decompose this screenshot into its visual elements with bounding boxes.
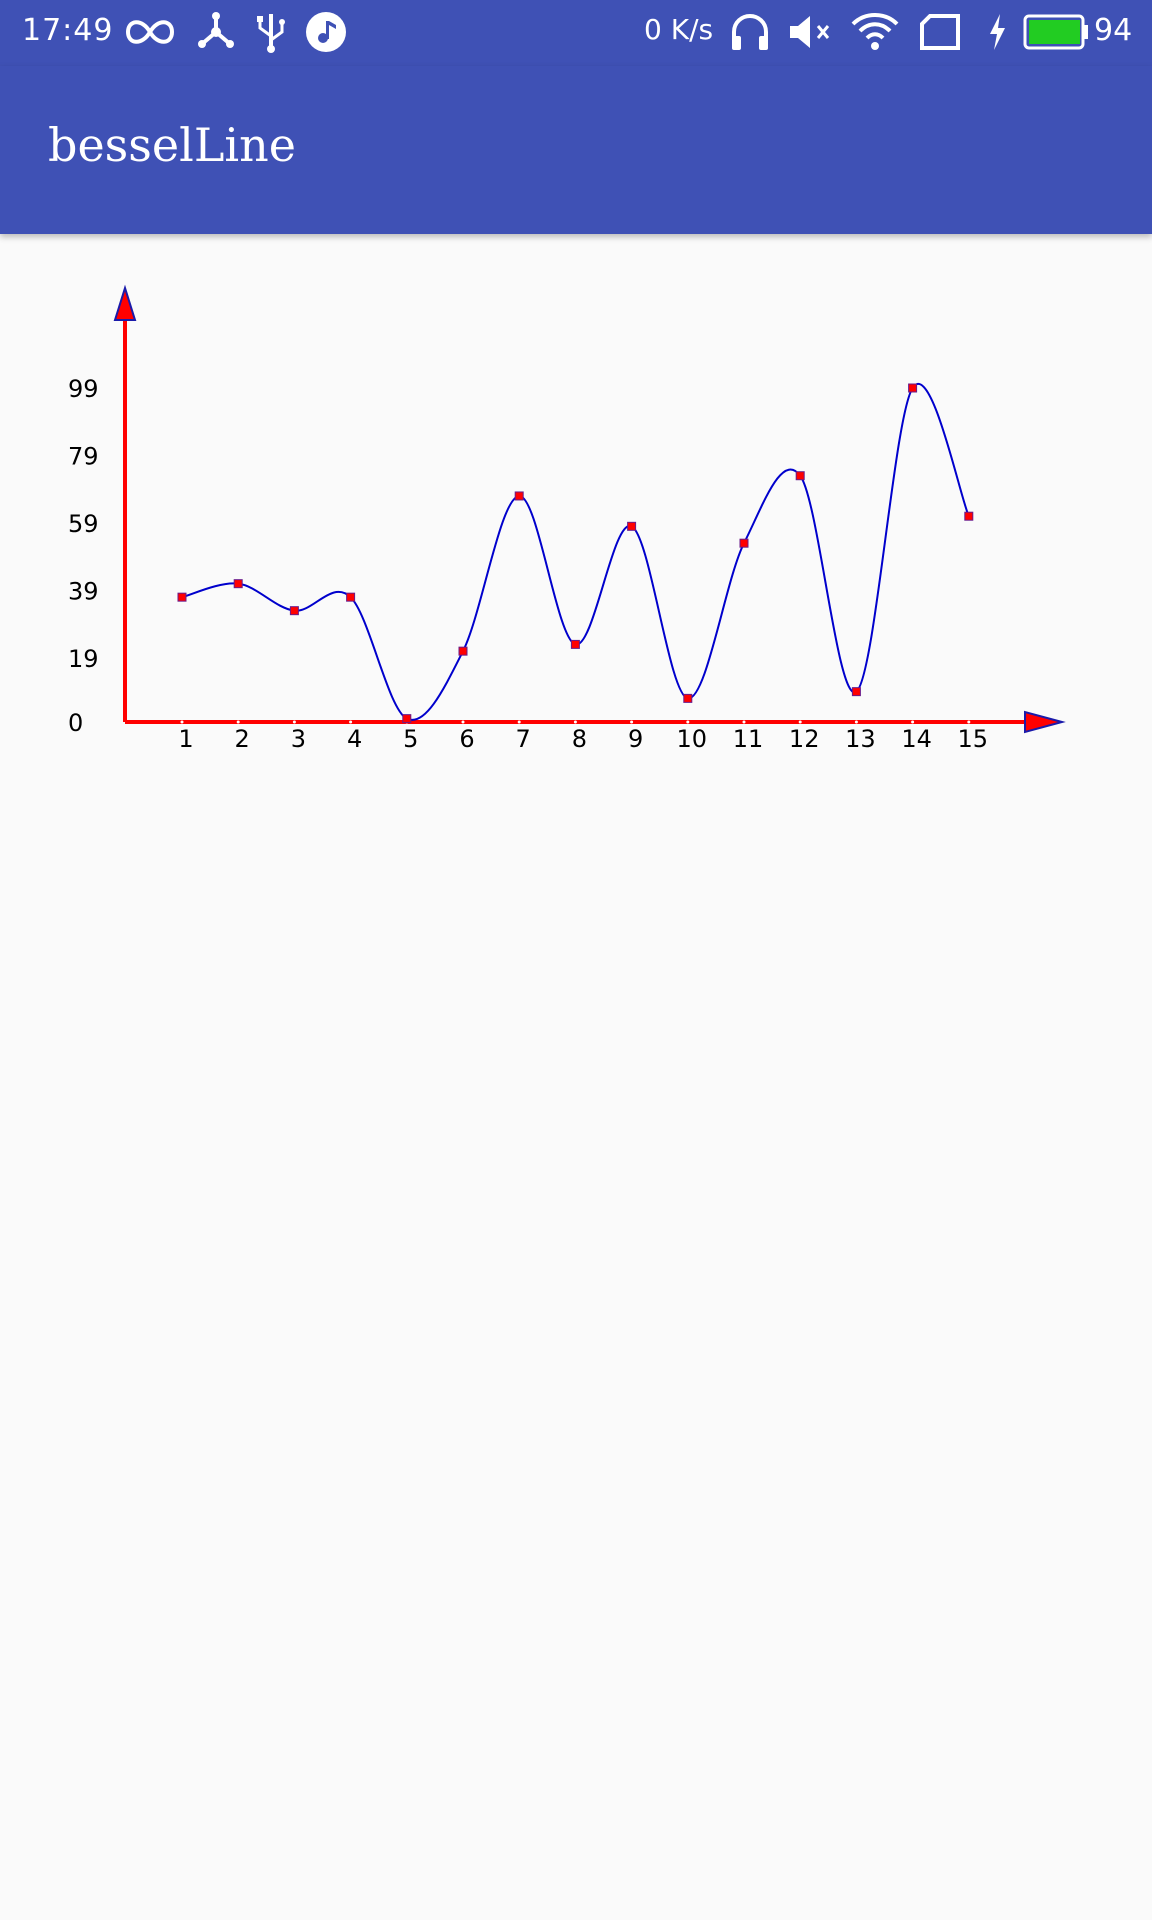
data-points bbox=[177, 383, 974, 724]
music-icon bbox=[306, 12, 346, 52]
x-tick-mark bbox=[573, 720, 577, 724]
x-tick-mark bbox=[236, 720, 240, 724]
x-tick-mark bbox=[686, 720, 690, 724]
data-point bbox=[289, 606, 299, 616]
battery-percentage: 94 bbox=[1094, 13, 1133, 48]
app-bar: besselLine bbox=[0, 66, 1152, 234]
status-time: 17:49 bbox=[22, 13, 114, 48]
data-point bbox=[402, 714, 412, 724]
x-tick-label: 5 bbox=[403, 725, 418, 753]
x-tick-label: 4 bbox=[347, 725, 362, 753]
data-point bbox=[570, 639, 580, 649]
y-tick-labels: 0 19 39 59 79 99 bbox=[68, 375, 99, 737]
y-tick-label: 0 bbox=[68, 709, 83, 737]
x-axis-tick-marks bbox=[180, 720, 971, 724]
content-area: 0 19 39 59 79 99 1 2 3 4 5 6 7 8 9 10 11 12 13 14 15 bbox=[0, 234, 1152, 1920]
x-tick-mark bbox=[967, 720, 971, 724]
x-tick-label: 3 bbox=[291, 725, 306, 753]
headphones-icon bbox=[732, 13, 768, 50]
data-point bbox=[514, 491, 524, 501]
x-tick-label: 1 bbox=[178, 725, 193, 753]
x-tick-labels: 1 2 3 4 5 6 7 8 9 10 11 12 13 14 15 bbox=[178, 725, 988, 753]
data-point bbox=[233, 579, 243, 589]
y-tick-label: 39 bbox=[68, 577, 99, 605]
y-tick-label: 79 bbox=[68, 442, 99, 470]
data-point bbox=[346, 592, 356, 602]
app-title: besselLine bbox=[48, 118, 296, 172]
x-tick-label: 11 bbox=[733, 725, 764, 753]
status-bar: 17:49 0 K/s bbox=[0, 0, 1152, 66]
data-point bbox=[851, 687, 861, 697]
battery-icon bbox=[1023, 14, 1088, 50]
sim-card-icon bbox=[920, 14, 960, 50]
x-tick-mark bbox=[349, 720, 353, 724]
data-point bbox=[908, 383, 918, 393]
charging-icon bbox=[990, 14, 1005, 50]
x-tick-mark bbox=[798, 720, 802, 724]
data-point bbox=[177, 592, 187, 602]
data-point bbox=[739, 538, 749, 548]
x-tick-label: 2 bbox=[235, 725, 250, 753]
infinity-icon bbox=[125, 20, 175, 44]
y-tick-label: 19 bbox=[68, 645, 99, 673]
x-tick-mark bbox=[854, 720, 858, 724]
y-tick-label: 59 bbox=[68, 510, 99, 538]
network-speed: 0 K/s bbox=[644, 13, 714, 46]
wifi-icon bbox=[851, 13, 899, 50]
x-tick-mark bbox=[630, 720, 634, 724]
data-point bbox=[627, 521, 637, 531]
share-hub-icon bbox=[198, 12, 234, 48]
data-point bbox=[795, 471, 805, 481]
data-point bbox=[458, 646, 468, 656]
data-point bbox=[683, 693, 693, 703]
x-tick-mark bbox=[517, 720, 521, 724]
x-tick-label: 7 bbox=[516, 725, 531, 753]
x-tick-mark bbox=[292, 720, 296, 724]
x-tick-mark bbox=[180, 720, 184, 724]
series-curve bbox=[181, 383, 970, 721]
x-tick-mark bbox=[742, 720, 746, 724]
x-tick-label: 14 bbox=[901, 725, 932, 753]
x-tick-mark bbox=[461, 720, 465, 724]
x-tick-label: 12 bbox=[789, 725, 820, 753]
x-tick-label: 9 bbox=[628, 725, 643, 753]
x-tick-label: 13 bbox=[845, 725, 876, 753]
y-axis-arrow bbox=[113, 284, 137, 321]
x-tick-label: 15 bbox=[958, 725, 989, 753]
x-tick-mark bbox=[911, 720, 915, 724]
mute-icon bbox=[790, 16, 830, 48]
data-point bbox=[964, 511, 974, 521]
x-tick-label: 8 bbox=[572, 725, 587, 753]
x-tick-label: 10 bbox=[677, 725, 708, 753]
x-axis-arrow bbox=[1024, 710, 1066, 734]
y-tick-label: 99 bbox=[68, 375, 99, 403]
usb-icon bbox=[257, 14, 285, 53]
x-tick-label: 6 bbox=[459, 725, 474, 753]
